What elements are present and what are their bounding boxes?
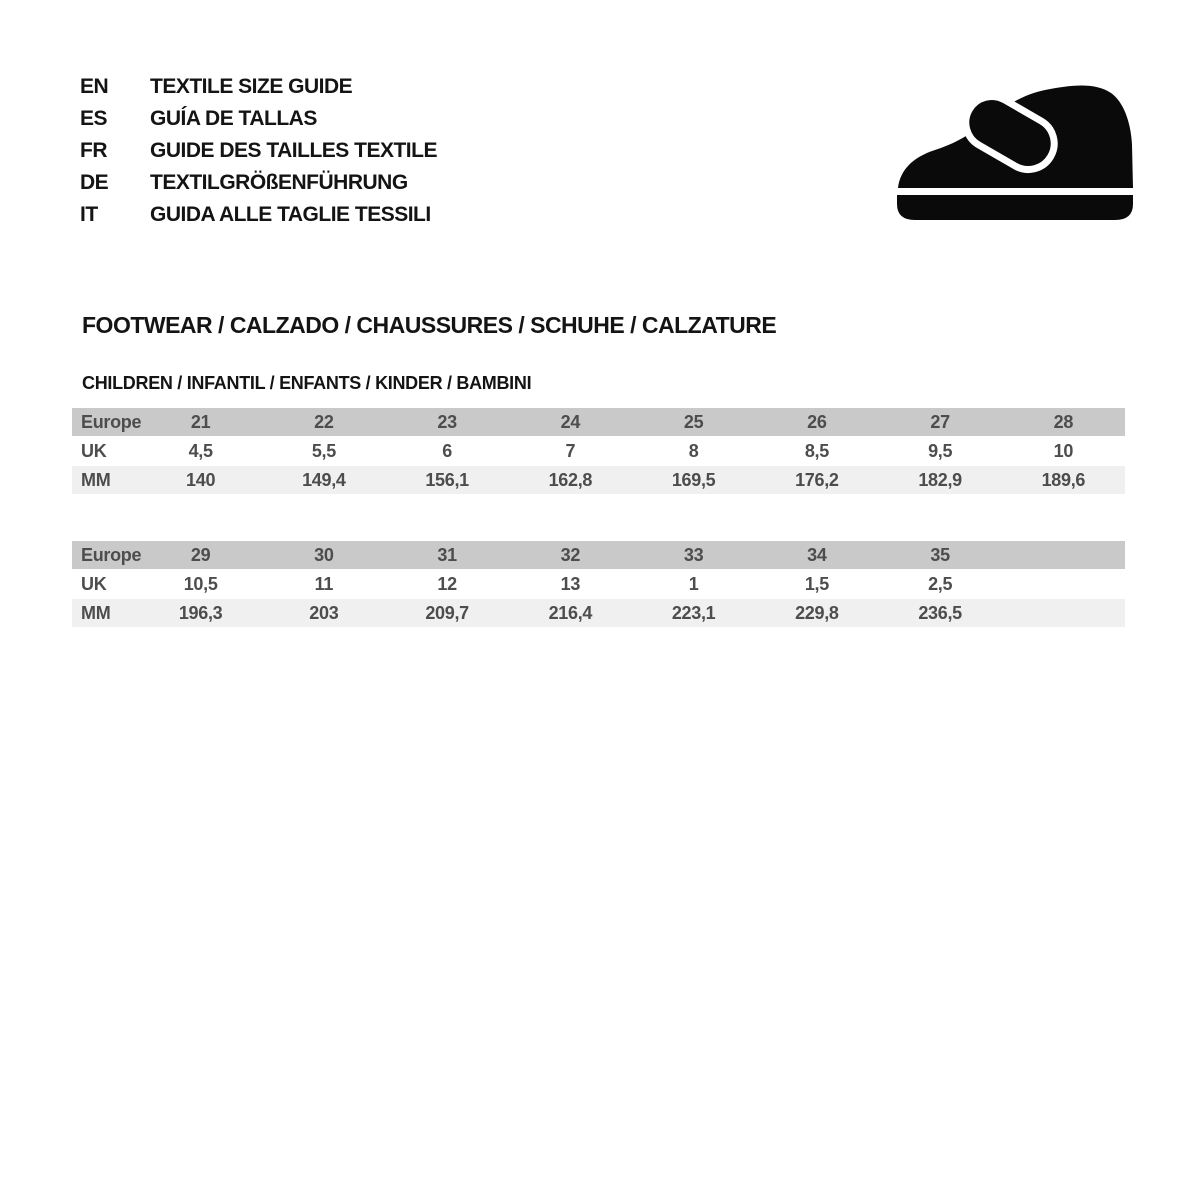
- row-label: Europe: [81, 411, 142, 432]
- size-cell: 196,3: [178, 602, 223, 623]
- row-label: Europe: [81, 544, 142, 565]
- size-cell: 30: [314, 544, 334, 565]
- size-cell: 10: [1053, 440, 1074, 461]
- language-row-es: ES GUÍA DE TALLAS: [80, 103, 437, 135]
- language-row-fr: FR GUIDE DES TAILLES TEXTILE: [80, 135, 437, 167]
- language-title-block: EN TEXTILE SIZE GUIDE ES GUÍA DE TALLAS …: [80, 71, 437, 231]
- size-cell: 1,5: [804, 573, 829, 594]
- section-title-footwear: FOOTWEAR / CALZADO / CHAUSSURES / SCHUHE…: [82, 312, 777, 338]
- language-code: ES: [80, 107, 108, 130]
- size-cell: 203: [309, 602, 339, 623]
- size-cell: 8,5: [804, 440, 829, 461]
- row-label: MM: [81, 469, 111, 490]
- language-label: TEXTILGRÖßENFÜHRUNG: [150, 171, 408, 194]
- language-label: TEXTILE SIZE GUIDE: [150, 75, 353, 98]
- size-cell: 209,7: [425, 602, 469, 623]
- size-cell: 162,8: [548, 469, 593, 490]
- size-cell: 32: [560, 544, 581, 565]
- size-cell: 22: [314, 411, 334, 432]
- language-row-en: EN TEXTILE SIZE GUIDE: [80, 71, 437, 103]
- size-cell: 10,5: [183, 573, 218, 594]
- size-cell: 216,4: [548, 602, 593, 623]
- size-cell: 12: [437, 573, 457, 594]
- size-cell: 35: [930, 544, 950, 565]
- size-cell: 27: [930, 411, 950, 432]
- row-label: UK: [81, 440, 107, 461]
- size-cell: 8: [688, 440, 699, 461]
- size-cell: 4,5: [188, 440, 213, 461]
- size-cell: 25: [683, 411, 704, 432]
- size-cell: 5,5: [311, 440, 336, 461]
- size-cell: 229,8: [795, 602, 839, 623]
- row-label: UK: [81, 573, 107, 594]
- size-cell: 169,5: [671, 469, 716, 490]
- children-shoe-icon: [897, 85, 1133, 220]
- language-code: EN: [80, 75, 109, 98]
- language-code: FR: [80, 139, 108, 162]
- size-cell: 6: [442, 440, 452, 461]
- table-row-uk: UK 4,5 5,5 6 7 8 8,5 9,5 10: [72, 436, 1125, 466]
- row-label: MM: [81, 602, 111, 623]
- size-table-children-sizes-21-28: Europe 21 22 23 24 25 26 27 28 UK 4,5 5,5 6 7 8 8,5 9,5 1…: [72, 408, 1125, 494]
- table-row-europe: Europe 29 30 31 32 33 34 35: [72, 541, 1125, 569]
- language-label: GUÍA DE TALLAS: [150, 107, 317, 130]
- size-cell: 156,1: [425, 469, 469, 490]
- size-cell: 29: [190, 544, 211, 565]
- size-cell: 182,9: [918, 469, 962, 490]
- size-cell: 26: [807, 411, 827, 432]
- size-cell: 24: [560, 411, 581, 432]
- size-cell: 11: [314, 573, 334, 594]
- size-cell: [1002, 569, 1125, 599]
- size-cell: 236,5: [918, 602, 962, 623]
- table-row-mm: MM 196,3 203 209,7 216,4 223,1 229,8 236,5: [72, 599, 1125, 627]
- size-cell: 2,5: [928, 573, 953, 594]
- size-cell: 13: [560, 573, 581, 594]
- size-cell: 33: [683, 544, 704, 565]
- language-label: GUIDE DES TAILLES TEXTILE: [150, 139, 437, 162]
- size-cell: 223,1: [671, 602, 716, 623]
- table-row-mm: MM 140 149,4 156,1 162,8 169,5 176,2 182,9 189,6: [72, 466, 1125, 494]
- size-cell: 34: [807, 544, 827, 565]
- size-cell: 31: [437, 544, 457, 565]
- size-cell: 21: [190, 411, 211, 432]
- size-cell: 9,5: [928, 440, 953, 461]
- size-cell: 7: [565, 440, 576, 461]
- language-code: IT: [80, 203, 98, 226]
- size-cell: [1002, 599, 1125, 627]
- language-row-it: IT GUIDA ALLE TAGLIE TESSILI: [80, 199, 437, 231]
- size-table-children-sizes-29-35: Europe 29 30 31 32 33 34 35 UK 10,5 11 12 13 1 1,5 2,5 M…: [72, 541, 1125, 627]
- table-row-uk: UK 10,5 11 12 13 1 1,5 2,5: [72, 569, 1125, 599]
- size-cell: 176,2: [795, 469, 839, 490]
- language-code: DE: [80, 171, 109, 194]
- size-cell: 140: [186, 469, 216, 490]
- language-row-de: DE TEXTILGRÖßENFÜHRUNG: [80, 167, 437, 199]
- section-subtitle-children: CHILDREN / INFANTIL / ENFANTS / KINDER /…: [82, 373, 532, 393]
- size-cell: 1: [688, 573, 699, 594]
- size-cell: [1002, 541, 1125, 569]
- size-cell: 149,4: [302, 469, 346, 490]
- language-label: GUIDA ALLE TAGLIE TESSILI: [150, 203, 431, 226]
- size-cell: 189,6: [1041, 469, 1086, 490]
- size-cell: 28: [1053, 411, 1074, 432]
- size-cell: 23: [437, 411, 457, 432]
- table-row-europe: Europe 21 22 23 24 25 26 27 28: [72, 408, 1125, 436]
